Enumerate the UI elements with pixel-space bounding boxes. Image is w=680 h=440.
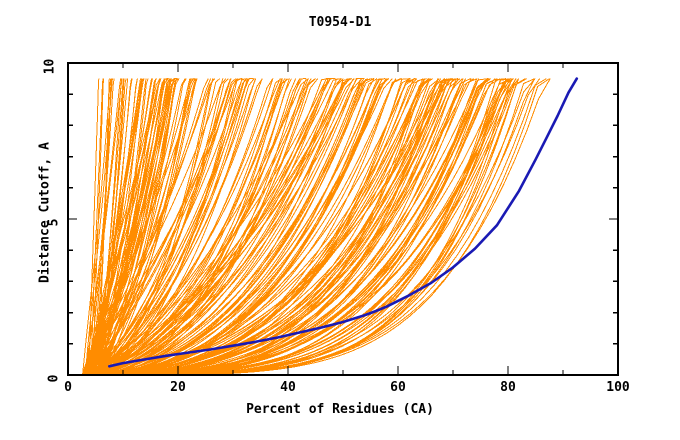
x-tick-label: 20 — [170, 380, 186, 395]
ensemble-curve — [89, 78, 227, 375]
ensemble-curve — [90, 78, 104, 375]
ensemble-curve — [82, 78, 389, 375]
reference-curve — [108, 77, 579, 368]
ensemble-curve — [92, 78, 358, 375]
ensemble-curve — [82, 78, 368, 375]
ensemble-curve — [90, 78, 153, 375]
x-tick-label: 60 — [390, 380, 406, 395]
ensemble-curve — [91, 78, 381, 375]
ensemble-curve — [94, 78, 133, 375]
ensemble-curve — [95, 78, 171, 375]
ensemble-curves — [81, 78, 551, 375]
y-tick-label: 5 — [46, 218, 62, 227]
y-tick-label: 0 — [46, 374, 62, 383]
x-tick-label: 80 — [500, 380, 516, 395]
ensemble-curve — [95, 78, 250, 375]
ensemble-curve — [93, 78, 256, 375]
y-tick-label: 10 — [42, 58, 58, 75]
x-axis-label: Percent of Residues (CA) — [246, 402, 434, 417]
ensemble-curve — [92, 78, 290, 375]
ensemble-curve — [92, 78, 489, 375]
axis-frame — [67, 62, 619, 376]
ensemble-curve — [99, 78, 488, 375]
page-title: T0954-D1 — [308, 15, 372, 30]
highlight-curves — [108, 77, 579, 368]
ensemble-curve — [81, 78, 433, 375]
ensemble-curve — [99, 78, 362, 375]
ensemble-curve — [86, 78, 238, 375]
x-tick-label: 0 — [64, 380, 72, 395]
ensemble-curve — [92, 78, 141, 375]
ensemble-curve — [83, 78, 287, 375]
ensemble-curve — [89, 78, 452, 375]
ensemble-curve — [85, 78, 145, 375]
ensemble-curve — [90, 78, 123, 375]
ensemble-curve — [97, 78, 177, 375]
ensemble-curve — [83, 78, 286, 375]
ensemble-curve — [85, 78, 145, 375]
ensemble-curve — [100, 78, 176, 375]
x-tick-label: 100 — [606, 380, 630, 395]
ensemble-curve — [83, 78, 363, 375]
ensemble-curve — [98, 78, 214, 375]
ensemble-curve — [87, 78, 216, 375]
ensemble-curve — [83, 78, 342, 375]
ensemble-curve — [82, 78, 249, 375]
x-tick-label: 40 — [280, 380, 296, 395]
ensemble-curve — [82, 78, 112, 375]
ensemble-curve — [99, 78, 214, 375]
ensemble-curve — [86, 78, 386, 375]
ensemble-curve — [93, 78, 309, 375]
ensemble-curve — [92, 78, 309, 375]
